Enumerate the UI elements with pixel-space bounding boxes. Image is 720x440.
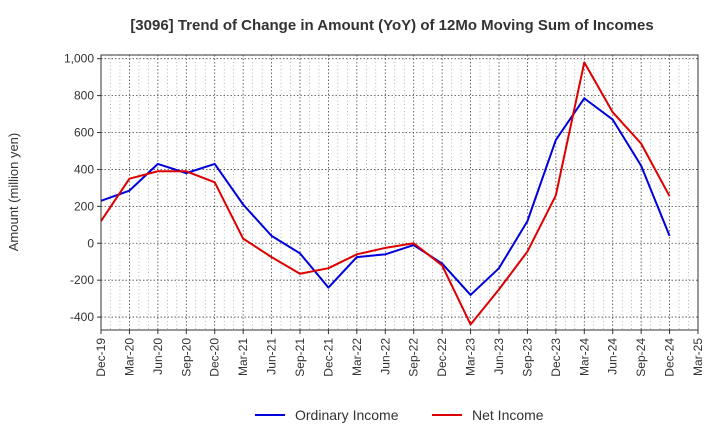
x-ticks: Dec-19 Mar-20 Jun-20 Sep-20 Dec-20 Mar-21 Jun-…: [94, 330, 705, 377]
x-tick-label: Dec-21: [321, 338, 335, 377]
x-tick-label: Mar-20: [122, 338, 136, 376]
legend-label: Net Income: [472, 407, 544, 423]
x-tick-label: Mar-22: [350, 338, 364, 376]
y-tick-label: 800: [74, 89, 94, 103]
legend: Ordinary Income Net Income: [255, 407, 544, 423]
y-axis-label: Amount (million yen): [6, 133, 21, 252]
x-tick-label: Jun-20: [151, 338, 165, 375]
x-tick-label: Dec-19: [94, 338, 108, 377]
x-tick-label: Sep-20: [179, 338, 193, 377]
x-tick-label: Dec-20: [208, 338, 222, 377]
series-layer: [100, 61, 671, 326]
y-tick-label: 400: [74, 162, 94, 176]
x-tick-label: Jun-21: [265, 338, 279, 375]
x-tick-label: Jun-23: [492, 338, 506, 375]
x-tick-label: Dec-24: [663, 338, 677, 377]
y-tick-label: 0: [87, 236, 94, 250]
y-tick-label: 200: [74, 199, 94, 213]
x-tick-label: Mar-21: [236, 338, 250, 376]
plot-frame: [100, 54, 699, 331]
grid: [100, 55, 699, 330]
y-ticks: -400 -200 0 200 400 600 800 1,000: [64, 52, 101, 324]
y-tick-label: -400: [70, 310, 94, 324]
x-tick-label: Mar-23: [464, 338, 478, 376]
y-tick-label: 600: [74, 126, 94, 140]
x-tick-label: Mar-25: [691, 338, 705, 376]
x-tick-label: Dec-23: [549, 338, 563, 377]
x-tick-label: Sep-22: [407, 338, 421, 377]
x-tick-label: Dec-22: [435, 338, 449, 377]
x-tick-label: Jun-24: [606, 338, 620, 375]
x-tick-label: Mar-24: [577, 338, 591, 376]
y-tick-label: 1,000: [64, 52, 94, 66]
x-tick-label: Sep-21: [293, 338, 307, 377]
legend-label: Ordinary Income: [295, 407, 399, 423]
x-tick-label: Sep-24: [634, 338, 648, 377]
x-tick-label: Sep-23: [520, 338, 534, 377]
chart-title: [3096] Trend of Change in Amount (YoY) o…: [130, 17, 653, 34]
y-tick-label: -200: [70, 273, 94, 287]
x-tick-label: Jun-22: [378, 338, 392, 375]
